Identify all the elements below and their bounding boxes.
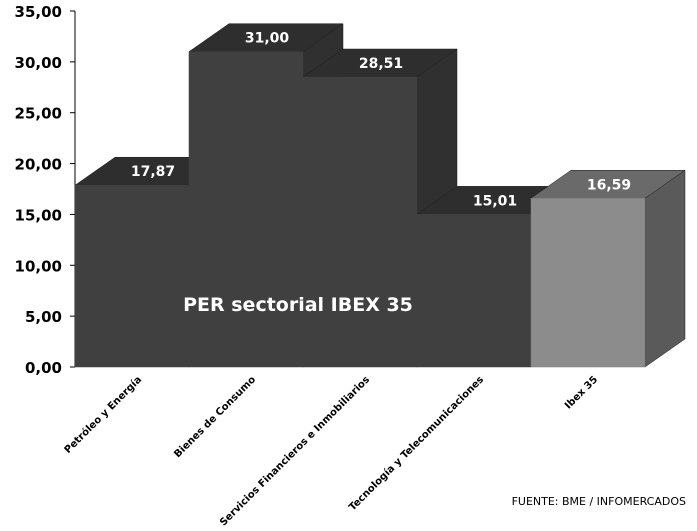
bar-side-face [644, 169, 686, 368]
bar [530, 198, 646, 368]
x-tick-label: Ibex 35 [563, 374, 600, 411]
bar [416, 214, 532, 368]
y-tick-label: 20,00 [15, 156, 62, 174]
bars [74, 23, 686, 368]
axes [70, 10, 76, 368]
data-label: 15,01 [473, 193, 517, 209]
y-tick-label: 10,00 [15, 257, 62, 275]
data-label: 16,59 [587, 177, 631, 193]
data-labels: 17,87 31,00 28,51 15,01 16,59 [131, 31, 631, 210]
x-tick-label: Petróleo y Energía [62, 374, 144, 456]
chart-title: PER sectorial IBEX 35 [183, 294, 413, 316]
source-note: FUENTE: BME / INFOMERCADOS [512, 495, 686, 508]
y-tick-labels: 0,00 5,00 10,00 15,00 20,00 25,00 30,00 35,00 [15, 3, 62, 377]
bar [188, 51, 304, 368]
y-tick-label: 25,00 [15, 105, 62, 123]
x-tick-label: Bienes de Consumo [172, 374, 258, 460]
y-tick-label: 0,00 [25, 359, 62, 377]
bar [302, 76, 418, 368]
x-tick-label: Tecnología y Telecomunicaciones [347, 374, 487, 514]
y-tick-label: 5,00 [25, 308, 62, 326]
y-tick-label: 35,00 [15, 3, 62, 21]
data-label: 28,51 [359, 56, 403, 72]
y-tick-label: 15,00 [15, 206, 62, 224]
bar [74, 184, 190, 368]
data-label: 31,00 [245, 31, 290, 47]
y-tick-label: 30,00 [15, 54, 62, 72]
data-label: 17,87 [131, 164, 175, 180]
